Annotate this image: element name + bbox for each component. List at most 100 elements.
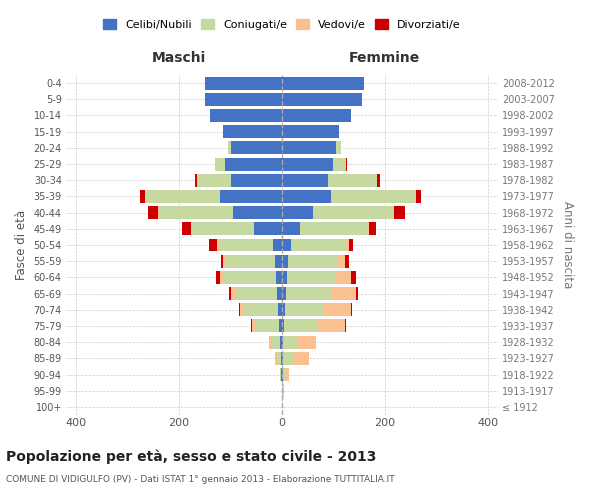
Bar <box>140 190 145 203</box>
Bar <box>286 287 332 300</box>
Bar <box>182 222 191 235</box>
Bar <box>241 304 244 316</box>
Bar <box>349 238 353 252</box>
Bar <box>345 238 349 252</box>
Bar <box>300 222 367 235</box>
Bar <box>332 287 356 300</box>
Bar <box>346 158 347 170</box>
Bar <box>282 190 331 203</box>
Bar <box>282 336 283 348</box>
Bar <box>328 174 377 186</box>
Bar <box>323 304 352 316</box>
Bar <box>345 254 349 268</box>
Bar <box>293 352 309 365</box>
Bar <box>282 142 336 154</box>
Bar <box>282 238 291 252</box>
Bar <box>216 271 220 284</box>
Bar <box>282 384 283 397</box>
Bar <box>282 174 328 186</box>
Bar <box>278 304 282 316</box>
Bar <box>221 254 223 268</box>
Bar <box>283 368 285 381</box>
Bar <box>244 304 278 316</box>
Bar <box>205 76 282 90</box>
Bar <box>210 109 282 122</box>
Bar <box>277 287 282 300</box>
Bar <box>416 190 421 203</box>
Bar <box>284 304 323 316</box>
Bar <box>283 352 293 365</box>
Bar <box>337 254 345 268</box>
Bar <box>226 158 282 170</box>
Bar <box>284 320 317 332</box>
Bar <box>280 336 282 348</box>
Bar <box>282 76 364 90</box>
Bar <box>224 271 276 284</box>
Bar <box>336 142 341 154</box>
Bar <box>191 222 192 235</box>
Y-axis label: Anni di nascita: Anni di nascita <box>562 202 574 288</box>
Text: COMUNE DI VIDIGULFO (PV) - Dati ISTAT 1° gennaio 2013 - Elaborazione TUTTITALIA.: COMUNE DI VIDIGULFO (PV) - Dati ISTAT 1°… <box>6 475 395 484</box>
Bar <box>269 336 271 348</box>
Bar <box>280 320 282 332</box>
Bar <box>367 222 370 235</box>
Bar <box>331 190 416 203</box>
Bar <box>276 271 282 284</box>
Bar <box>370 222 376 235</box>
Bar <box>283 384 284 397</box>
Bar <box>254 222 282 235</box>
Bar <box>229 287 230 300</box>
Bar <box>148 206 158 219</box>
Text: Popolazione per età, sesso e stato civile - 2013: Popolazione per età, sesso e stato civil… <box>6 450 376 464</box>
Bar <box>356 287 358 300</box>
Legend: Celibi/Nubili, Coniugati/e, Vedovi/e, Divorziati/e: Celibi/Nubili, Coniugati/e, Vedovi/e, Di… <box>103 20 461 30</box>
Bar <box>233 206 282 219</box>
Bar <box>334 158 346 170</box>
Bar <box>275 254 282 268</box>
Bar <box>282 125 338 138</box>
Bar <box>377 174 380 186</box>
Bar <box>194 174 197 186</box>
Bar <box>282 271 287 284</box>
Bar <box>230 142 282 154</box>
Bar <box>394 206 405 219</box>
Bar <box>239 304 241 316</box>
Y-axis label: Fasce di età: Fasce di età <box>15 210 28 280</box>
Bar <box>352 271 356 284</box>
Bar <box>282 222 300 235</box>
Bar <box>317 320 345 332</box>
Bar <box>217 238 219 252</box>
Bar <box>220 190 282 203</box>
Bar <box>282 352 283 365</box>
Bar <box>282 109 352 122</box>
Bar <box>223 125 282 138</box>
Bar <box>298 336 316 348</box>
Bar <box>220 271 224 284</box>
Bar <box>282 304 284 316</box>
Bar <box>251 320 252 332</box>
Bar <box>230 174 282 186</box>
Bar <box>282 287 286 300</box>
Bar <box>313 206 392 219</box>
Text: Femmine: Femmine <box>349 51 421 65</box>
Bar <box>192 222 254 235</box>
Bar <box>205 93 282 106</box>
Bar <box>345 320 346 332</box>
Bar <box>282 254 288 268</box>
Bar <box>226 254 275 268</box>
Bar <box>271 336 280 348</box>
Bar <box>219 238 273 252</box>
Bar <box>228 142 230 154</box>
Bar <box>209 238 217 252</box>
Bar <box>273 238 282 252</box>
Bar <box>275 352 277 365</box>
Bar <box>158 206 233 219</box>
Bar <box>223 254 226 268</box>
Text: Maschi: Maschi <box>152 51 206 65</box>
Bar <box>230 287 236 300</box>
Bar <box>336 271 352 284</box>
Bar <box>236 287 277 300</box>
Bar <box>285 368 289 381</box>
Bar <box>215 158 226 170</box>
Bar <box>197 174 230 186</box>
